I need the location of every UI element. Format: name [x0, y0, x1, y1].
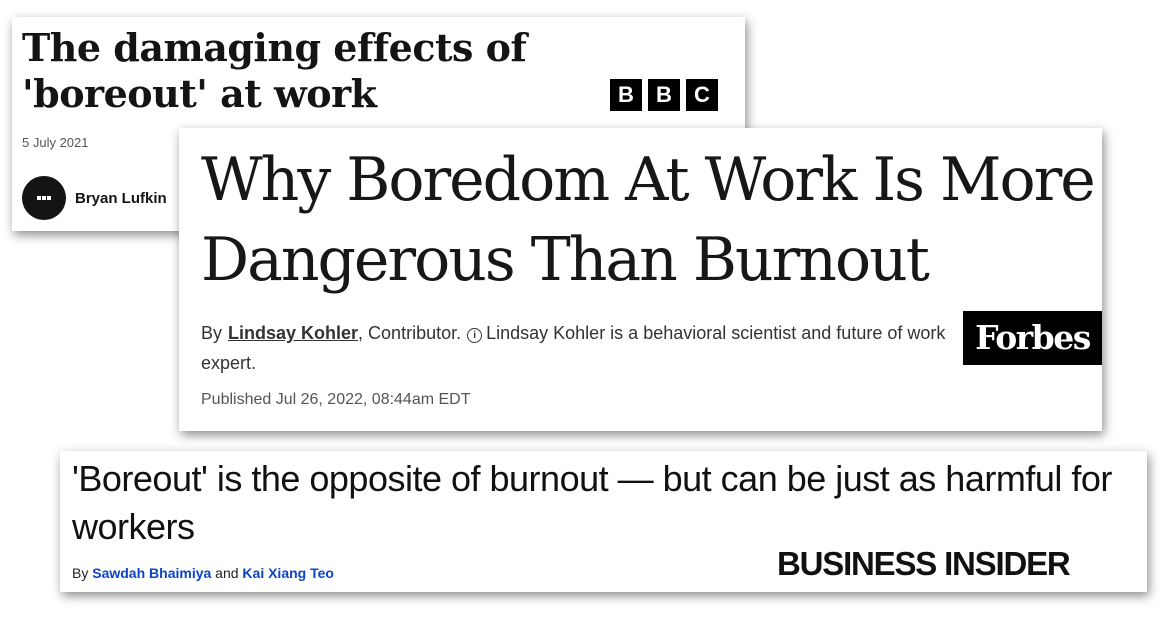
business-insider-logo: BUSINESS INSIDER: [777, 545, 1071, 582]
bbc-headline: The damaging effects of 'boreout' at wor…: [22, 25, 527, 116]
business-insider-headline: 'Boreout' is the opposite of burnout — b…: [72, 458, 1112, 547]
business-insider-byline: By Sawdah Bhaimiya and Kai Xiang Teo: [72, 565, 334, 581]
forbes-by-label: By: [201, 323, 223, 343]
bbc-logo-letter: B: [610, 79, 642, 111]
forbes-author-bio: Lindsay Kohler is a behavioral scientist…: [201, 323, 946, 373]
bi-by-label: By: [72, 565, 89, 581]
bbc-publish-date: 5 July 2021: [22, 135, 89, 150]
forbes-article-card: Why Boredom At Work Is More Dangerous Th…: [179, 128, 1102, 431]
forbes-author-link[interactable]: Lindsay Kohler: [228, 323, 359, 343]
bbc-avatar-icon: [22, 176, 66, 220]
info-icon[interactable]: i: [467, 328, 483, 343]
forbes-publish-date: Published Jul 26, 2022, 08:44am EDT: [201, 391, 471, 408]
bbc-author-row: Bryan Lufkin: [22, 176, 167, 220]
forbes-author-role: , Contributor.: [358, 323, 462, 343]
forbes-headline: Why Boredom At Work Is More Dangerous Th…: [201, 145, 1096, 295]
bbc-logo: B B C: [610, 79, 718, 111]
bi-and-label: and: [215, 565, 239, 581]
forbes-byline: By Lindsay Kohler, Contributor. i Lindsay K…: [201, 318, 951, 378]
business-insider-article-card: 'Boreout' is the opposite of burnout — b…: [60, 451, 1147, 592]
bi-author-link-2[interactable]: Kai Xiang Teo: [242, 565, 334, 581]
bbc-author-name[interactable]: Bryan Lufkin: [75, 189, 167, 207]
bbc-logo-letter: C: [686, 79, 718, 111]
forbes-logo: Forbes: [963, 311, 1102, 365]
bbc-logo-letter: B: [648, 79, 680, 111]
bi-author-link-1[interactable]: Sawdah Bhaimiya: [92, 565, 212, 581]
